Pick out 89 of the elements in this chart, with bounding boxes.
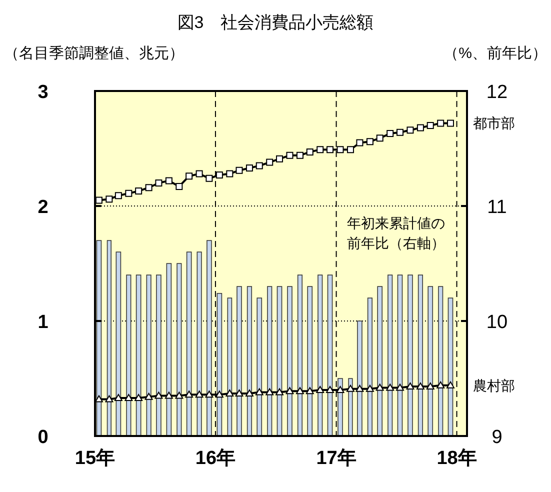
y-tick-label: 3 <box>38 82 48 103</box>
point <box>426 122 434 129</box>
point <box>296 387 304 394</box>
point <box>446 381 454 388</box>
point <box>186 172 193 180</box>
point <box>205 390 214 398</box>
point <box>436 381 445 388</box>
point <box>154 392 163 399</box>
point <box>175 392 184 399</box>
point <box>346 384 354 392</box>
point <box>124 394 133 402</box>
point <box>266 158 274 166</box>
point <box>346 146 354 154</box>
point <box>165 177 172 184</box>
y-tick-label: 0 <box>38 427 48 448</box>
point <box>286 152 294 159</box>
point <box>144 392 153 400</box>
point <box>276 155 284 162</box>
point <box>316 146 324 154</box>
point <box>215 390 224 398</box>
point <box>416 382 424 390</box>
text: 年初来累計値の前年比（右軸） <box>347 215 445 251</box>
y2-axis-title: （%、前年比） <box>444 45 547 62</box>
point <box>95 196 102 204</box>
series-label: 農村部 <box>473 377 515 394</box>
point <box>356 139 364 146</box>
point <box>366 138 374 146</box>
point <box>406 126 414 134</box>
point <box>226 389 234 396</box>
point <box>256 162 263 170</box>
point <box>236 166 243 174</box>
y-tick-label: 2 <box>38 197 48 218</box>
point <box>416 124 424 132</box>
point <box>206 174 213 182</box>
point <box>105 395 114 402</box>
point <box>406 382 414 390</box>
point <box>196 170 203 178</box>
point <box>376 134 384 142</box>
point <box>356 384 364 392</box>
point <box>437 120 444 127</box>
point <box>145 184 152 192</box>
point <box>386 384 394 391</box>
y2-tick-label: 10 <box>486 312 508 333</box>
point <box>326 146 334 154</box>
point <box>134 394 143 402</box>
point <box>164 392 173 399</box>
point <box>396 128 404 136</box>
series-label: 都市部 <box>473 115 515 132</box>
point <box>336 386 344 393</box>
point <box>125 190 132 197</box>
point <box>266 388 274 396</box>
point <box>246 164 253 172</box>
point <box>226 170 234 178</box>
point <box>276 388 284 396</box>
x-tick-label: 17年 <box>316 448 356 469</box>
point <box>426 382 434 390</box>
chart-title: 図3 社会消費品小売総額 <box>177 13 374 32</box>
x-tick-label: 18年 <box>436 448 477 469</box>
point <box>336 146 344 154</box>
point <box>155 180 162 186</box>
point <box>135 188 142 195</box>
point <box>296 152 304 159</box>
y-axis-title: （名目季節調整値、兆元） <box>4 45 184 62</box>
point <box>114 394 122 402</box>
point <box>195 390 204 398</box>
point <box>106 196 113 203</box>
point <box>316 386 324 393</box>
x-tick-label: 15年 <box>74 448 116 469</box>
point <box>306 148 314 156</box>
point <box>396 384 404 391</box>
point <box>286 387 294 394</box>
y-tick-label: 1 <box>38 312 49 333</box>
point <box>306 387 314 394</box>
point <box>185 390 194 398</box>
point <box>216 171 223 178</box>
point <box>255 388 264 396</box>
point <box>386 130 394 138</box>
point <box>446 120 454 127</box>
point <box>326 386 334 393</box>
point <box>235 389 244 396</box>
point <box>114 192 122 200</box>
y2-tick-label: 11 <box>487 197 507 218</box>
point <box>176 182 183 190</box>
y2-tick-label: 12 <box>486 82 508 103</box>
point <box>245 389 254 396</box>
y2-tick-label: 9 <box>492 427 502 448</box>
x-tick-label: 16年 <box>195 448 236 469</box>
point <box>376 384 384 391</box>
point <box>366 384 374 392</box>
